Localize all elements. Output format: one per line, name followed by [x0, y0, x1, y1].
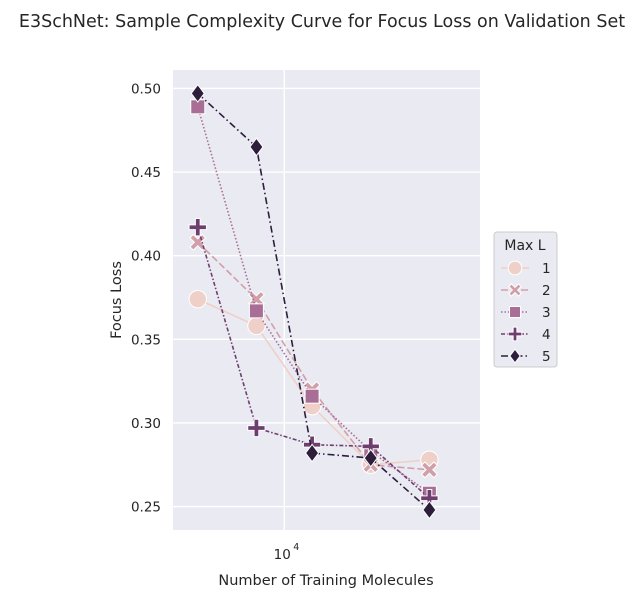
series-line	[197, 241, 430, 471]
legend-entry: 1	[501, 260, 551, 277]
point-marker	[363, 448, 378, 468]
y-tick-label: 0.25	[131, 500, 161, 516]
point-marker	[304, 443, 320, 463]
legend-label: 2	[542, 283, 551, 299]
point-marker	[420, 461, 438, 479]
point-marker	[249, 137, 264, 157]
point-marker	[508, 283, 522, 297]
series-5	[190, 83, 437, 520]
point-marker	[247, 418, 266, 438]
point-marker	[248, 303, 264, 319]
x-tick-label: 10	[274, 547, 291, 563]
x-tick-labels: 10 4	[274, 542, 300, 563]
point-marker	[422, 500, 437, 520]
legend-label: 5	[542, 349, 551, 365]
point-marker	[190, 83, 205, 103]
series-lines	[188, 83, 439, 520]
legend-label: 3	[542, 305, 551, 321]
y-tick-label: 0.45	[131, 165, 161, 181]
chart-title: E3SchNet: Sample Complexity Curve for Fo…	[19, 12, 625, 32]
y-tick-label: 0.50	[131, 81, 161, 97]
y-tick-label: 0.35	[131, 332, 161, 348]
legend-label: 1	[542, 261, 551, 277]
legend-entry: 4	[501, 326, 551, 343]
legend: Max L 1 2 3 4 5	[493, 231, 558, 368]
y-tick-labels: 0.25 0.30 0.35 0.40 0.45 0.50	[131, 81, 161, 515]
legend-entry: 3	[501, 305, 551, 321]
series-line	[197, 92, 430, 511]
point-marker	[507, 326, 523, 342]
point-marker	[247, 316, 266, 336]
point-marker	[507, 260, 523, 276]
point-marker	[188, 218, 207, 237]
legend-title: Max L	[504, 238, 545, 254]
point-marker	[188, 289, 207, 309]
point-marker	[304, 388, 320, 404]
y-axis-label: Focus Loss	[109, 261, 125, 339]
legend-entry: 2	[501, 283, 551, 299]
legend-label: 4	[542, 327, 551, 343]
x-axis-label: Number of Training Molecules	[218, 573, 433, 589]
point-marker	[509, 306, 521, 318]
y-tick-label: 0.30	[131, 416, 161, 432]
y-tick-label: 0.40	[131, 249, 161, 265]
point-marker	[509, 348, 521, 364]
legend-entry: 5	[501, 348, 551, 365]
x-tick-label-exponent: 4	[293, 542, 299, 553]
grid	[173, 70, 480, 530]
